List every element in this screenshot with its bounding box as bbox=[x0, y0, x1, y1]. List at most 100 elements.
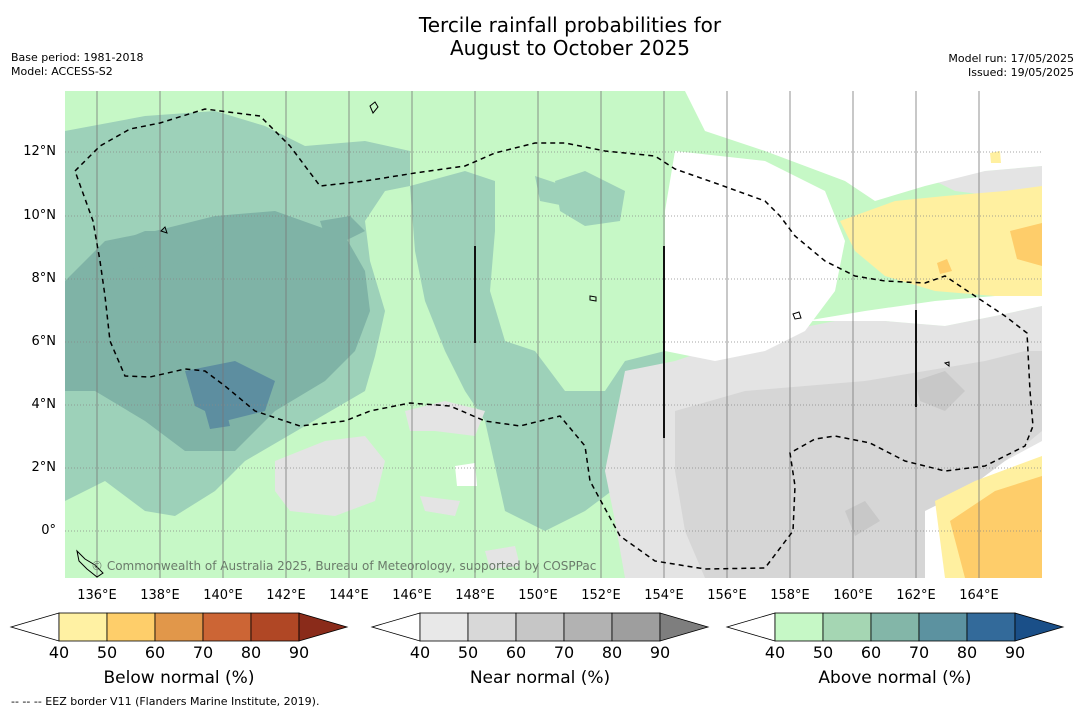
colorbar-2-segment-1 bbox=[419, 612, 469, 642]
above-normal-50-patch-2 bbox=[535, 176, 565, 206]
x-tick-140e: 140°E bbox=[203, 588, 243, 603]
cb2-tick-80: 80 bbox=[601, 643, 623, 662]
colorbar-1-segment-6 bbox=[298, 612, 349, 642]
above-normal-60-patch bbox=[320, 216, 365, 241]
map-svg bbox=[65, 91, 1042, 578]
near-normal-40-patch-a bbox=[405, 401, 485, 436]
colorbar-3-segment-4 bbox=[918, 612, 968, 642]
cb2-tick-70: 70 bbox=[553, 643, 575, 662]
above-normal-70-area bbox=[185, 361, 275, 421]
below-normal-40-area-north bbox=[840, 186, 1042, 296]
no-signal-patch bbox=[455, 463, 477, 486]
x-tick-154e: 154°E bbox=[644, 588, 684, 603]
cb1-tick-60: 60 bbox=[144, 643, 166, 662]
no-signal-area bbox=[665, 151, 845, 361]
colorbar-3-segment-1 bbox=[774, 612, 824, 642]
base-period-text: Base period: 1981-2018 bbox=[11, 51, 144, 64]
x-tick-138e: 138°E bbox=[140, 588, 180, 603]
below-normal-50-area-south bbox=[950, 476, 1042, 578]
colorbar-above-normal bbox=[725, 612, 1066, 642]
cb2-tick-40: 40 bbox=[409, 643, 431, 662]
x-tick-144e: 144°E bbox=[329, 588, 369, 603]
cb3-tick-60: 60 bbox=[860, 643, 882, 662]
x-tick-160e: 160°E bbox=[833, 588, 873, 603]
colorbar-2-segment-2 bbox=[467, 612, 517, 642]
model-run-text: Model run: 17/05/2025 bbox=[948, 52, 1074, 65]
model-run-info: Model run: 17/05/2025 Issued: 19/05/2025 bbox=[948, 52, 1074, 80]
cb1-tick-40: 40 bbox=[48, 643, 70, 662]
x-tick-148e: 148°E bbox=[455, 588, 495, 603]
colorbar-2-segment-6 bbox=[659, 612, 710, 642]
colorbar-2-segment-3 bbox=[515, 612, 565, 642]
y-tick-12n: 12°N bbox=[23, 144, 56, 159]
cb2-tick-60: 60 bbox=[505, 643, 527, 662]
cb2-tick-90: 90 bbox=[649, 643, 671, 662]
cb2-label: Near normal (%) bbox=[469, 668, 611, 688]
cb3-label: Above normal (%) bbox=[818, 668, 972, 688]
cb1-label: Below normal (%) bbox=[103, 668, 255, 688]
island-outlines bbox=[76, 101, 950, 578]
boundary-segments bbox=[474, 246, 917, 438]
colorbar-near-normal-svg bbox=[370, 612, 710, 642]
x-tick-150e: 150°E bbox=[518, 588, 558, 603]
x-tick-152e: 152°E bbox=[581, 588, 621, 603]
colorbar-1-segment-0 bbox=[9, 612, 60, 642]
colorbar-3-segment-3 bbox=[870, 612, 920, 642]
latitude-gridlines bbox=[65, 151, 1042, 532]
model-text: Model: ACCESS-S2 bbox=[11, 65, 113, 78]
colorbar-1-segment-2 bbox=[106, 612, 156, 642]
cb3-tick-80: 80 bbox=[956, 643, 978, 662]
y-tick-4n: 4°N bbox=[31, 397, 57, 412]
cb3-tick-40: 40 bbox=[764, 643, 786, 662]
title-line-2: August to October 2025 bbox=[449, 36, 691, 60]
colorbar-1-segment-5 bbox=[250, 612, 300, 642]
x-tick-162e: 162°E bbox=[896, 588, 936, 603]
map-title: Tercile rainfall probabilities for Augus… bbox=[0, 14, 1085, 60]
x-tick-156e: 156°E bbox=[707, 588, 747, 603]
cb3-tick-70: 70 bbox=[908, 643, 930, 662]
near-normal-50-area-east bbox=[675, 351, 1042, 578]
colorbar-2-segment-0 bbox=[370, 612, 421, 642]
issued-text: Issued: 19/05/2025 bbox=[967, 66, 1074, 79]
rainfall-probability-map bbox=[65, 91, 1042, 578]
below-normal-40-dot bbox=[990, 151, 1001, 163]
cb1-tick-80: 80 bbox=[240, 643, 262, 662]
no-signal-area-2 bbox=[685, 91, 1042, 201]
colorbar-2-segment-4 bbox=[563, 612, 613, 642]
colorbar-3-segment-0 bbox=[725, 612, 776, 642]
cb3-tick-50: 50 bbox=[812, 643, 834, 662]
copyright-notice: © Commonwealth of Australia 2025, Bureau… bbox=[91, 559, 597, 573]
colorbar-1-segment-4 bbox=[202, 612, 252, 642]
cb1-tick-50: 50 bbox=[96, 643, 118, 662]
y-tick-8n: 8°N bbox=[31, 271, 57, 286]
colorbar-2-segment-5 bbox=[611, 612, 661, 642]
title-line-1: Tercile rainfall probabilities for bbox=[418, 13, 722, 37]
below-normal-50-patch-north bbox=[1010, 223, 1042, 266]
above-normal-70-patch bbox=[205, 406, 230, 429]
colorbar-near-normal bbox=[370, 612, 711, 642]
colorbar-3-segment-2 bbox=[822, 612, 872, 642]
near-normal-40-patch-b bbox=[485, 546, 520, 569]
y-tick-10n: 10°N bbox=[23, 208, 56, 223]
cb1-tick-90: 90 bbox=[288, 643, 310, 662]
colorbar-1-segment-3 bbox=[154, 612, 204, 642]
y-tick-0: 0° bbox=[41, 523, 56, 538]
x-tick-142e: 142°E bbox=[266, 588, 306, 603]
colorbar-above-normal-svg bbox=[725, 612, 1065, 642]
y-tick-6n: 6°N bbox=[31, 334, 57, 349]
below-normal-50-dot bbox=[937, 259, 952, 274]
eez-footnote: -- -- -- EEZ border V11 (Flanders Marine… bbox=[11, 695, 320, 708]
near-normal-60-patch-2 bbox=[845, 501, 880, 536]
near-normal-60-patch bbox=[915, 371, 965, 411]
near-normal-40-patch-c bbox=[420, 496, 460, 516]
near-normal-40-area-mid bbox=[275, 436, 385, 516]
x-tick-146e: 146°E bbox=[392, 588, 432, 603]
no-signal-area-3 bbox=[805, 291, 1042, 326]
x-tick-158e: 158°E bbox=[770, 588, 810, 603]
colorbar-3-segment-5 bbox=[966, 612, 1016, 642]
colorbar-3-segment-6 bbox=[1014, 612, 1065, 642]
longitude-gridlines bbox=[96, 91, 980, 578]
y-tick-2n: 2°N bbox=[31, 460, 57, 475]
colorbar-1-segment-1 bbox=[58, 612, 108, 642]
cb2-tick-50: 50 bbox=[457, 643, 479, 662]
